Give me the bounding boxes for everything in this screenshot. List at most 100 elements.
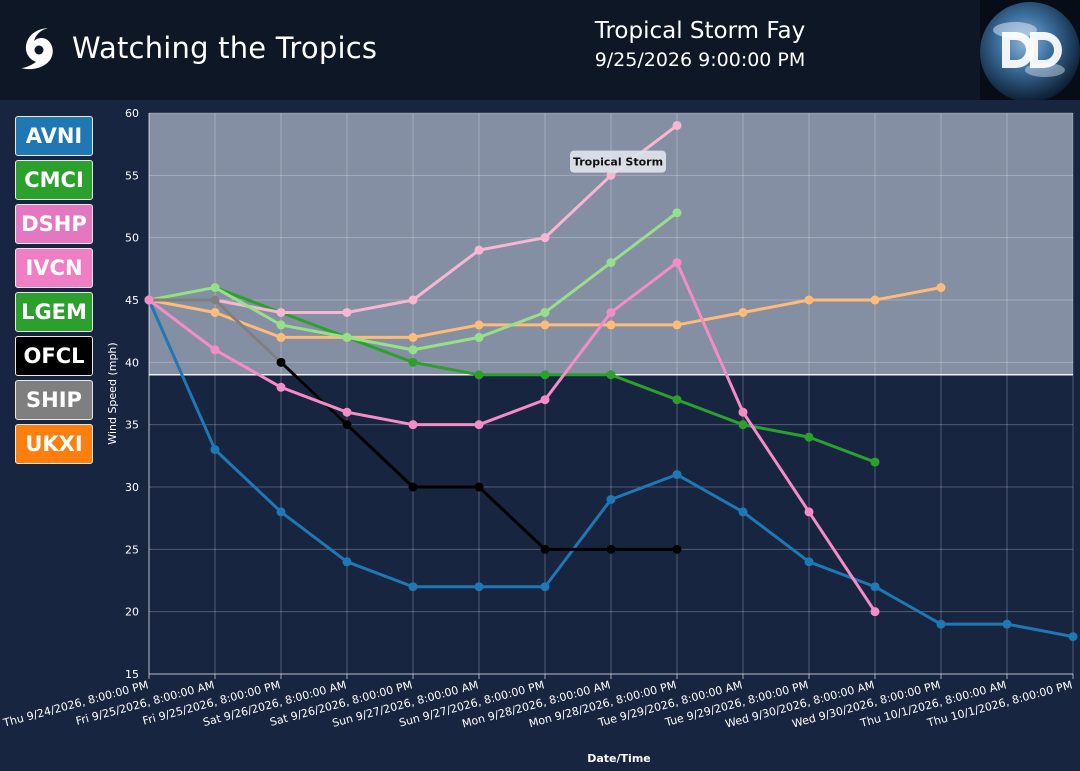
data-point — [276, 357, 286, 367]
data-point — [210, 307, 220, 317]
data-point — [672, 320, 682, 330]
y-tick-label: 45 — [125, 294, 139, 307]
legend-ship[interactable]: SHIP — [15, 380, 93, 420]
model-legend: AVNI CMCI DSHP IVCN LGEM OFCL SHIP UKXI — [15, 116, 93, 468]
data-point — [738, 307, 748, 317]
data-point — [606, 494, 616, 504]
y-tick-label: 35 — [125, 419, 139, 432]
y-tick-label: 40 — [125, 356, 139, 369]
data-point — [210, 445, 220, 455]
legend-ivcn[interactable]: IVCN — [15, 248, 93, 288]
data-point — [276, 382, 286, 392]
hurricane-icon — [21, 28, 53, 70]
data-point — [738, 507, 748, 517]
data-point — [276, 320, 286, 330]
y-tick-label: 20 — [125, 606, 139, 619]
data-point — [474, 370, 484, 380]
y-axis-title: Wind Speed (mph) — [106, 342, 119, 444]
data-point — [474, 482, 484, 492]
earth-logo-icon — [980, 0, 1080, 100]
data-point — [804, 432, 814, 442]
data-point — [672, 208, 682, 218]
data-point — [408, 345, 418, 355]
data-point — [408, 357, 418, 367]
data-point — [870, 457, 880, 467]
data-point — [672, 258, 682, 268]
header-bar: Watching the Tropics Tropical Storm Fay … — [0, 0, 1080, 100]
y-tick-label: 50 — [125, 232, 139, 245]
series-line-7 — [148, 261, 877, 613]
data-point — [474, 320, 484, 330]
data-point — [144, 295, 154, 305]
brand: Watching the Tropics — [16, 20, 377, 76]
data-point — [672, 395, 682, 405]
data-point — [342, 307, 352, 317]
band-label: Tropical Storm — [573, 156, 663, 169]
data-point — [540, 320, 550, 330]
data-point — [474, 245, 484, 255]
data-point — [870, 607, 880, 617]
data-point — [936, 283, 946, 293]
legend-avni[interactable]: AVNI — [15, 116, 93, 156]
data-point — [474, 332, 484, 342]
data-point — [408, 482, 418, 492]
y-tick-label: 30 — [125, 481, 139, 494]
data-point — [342, 420, 352, 430]
storm-name: Tropical Storm Fay — [594, 18, 806, 44]
data-point — [738, 420, 748, 430]
y-tick-label: 15 — [125, 668, 139, 681]
data-point — [738, 407, 748, 417]
data-point — [474, 420, 484, 430]
data-point — [606, 170, 616, 180]
data-point — [540, 395, 550, 405]
y-tick-label: 25 — [125, 543, 139, 556]
y-tick-label: 55 — [125, 169, 139, 182]
data-point — [1068, 632, 1078, 642]
data-point — [342, 332, 352, 342]
data-point — [408, 332, 418, 342]
legend-ofcl[interactable]: OFCL — [15, 336, 93, 376]
data-point — [672, 120, 682, 130]
data-point — [276, 307, 286, 317]
data-point — [210, 295, 220, 305]
data-point — [606, 370, 616, 380]
data-point — [474, 582, 484, 592]
advisory-timestamp: 9/25/2026 9:00:00 PM — [594, 49, 806, 71]
data-point — [804, 295, 814, 305]
data-point — [606, 307, 616, 317]
data-point — [672, 470, 682, 480]
data-point — [408, 420, 418, 430]
data-point — [606, 258, 616, 268]
storm-info: Tropical Storm Fay 9/25/2026 9:00:00 PM — [540, 16, 860, 74]
data-point — [606, 320, 616, 330]
data-point — [276, 332, 286, 342]
data-point — [342, 557, 352, 567]
data-point — [540, 233, 550, 243]
data-point — [672, 544, 682, 554]
data-point — [804, 557, 814, 567]
data-point — [540, 582, 550, 592]
data-point — [408, 295, 418, 305]
data-point — [540, 370, 550, 380]
legend-ukxi[interactable]: UKXI — [15, 424, 93, 464]
band-label-box — [570, 150, 666, 173]
legend-dshp[interactable]: DSHP — [15, 204, 93, 244]
legend-lgem[interactable]: LGEM — [15, 292, 93, 332]
data-point — [540, 307, 550, 317]
data-point — [276, 507, 286, 517]
data-point — [540, 544, 550, 554]
data-point — [210, 283, 220, 293]
legend-cmci[interactable]: CMCI — [15, 160, 93, 200]
data-point — [804, 507, 814, 517]
x-axis-title: Date/Time — [587, 752, 651, 765]
data-point — [210, 345, 220, 355]
data-point — [870, 295, 880, 305]
logo — [980, 0, 1080, 100]
data-point — [408, 582, 418, 592]
data-point — [1002, 619, 1012, 629]
brand-title: Watching the Tropics — [72, 31, 378, 65]
y-tick-label: 60 — [125, 107, 139, 120]
data-point — [606, 544, 616, 554]
data-point — [936, 619, 946, 629]
